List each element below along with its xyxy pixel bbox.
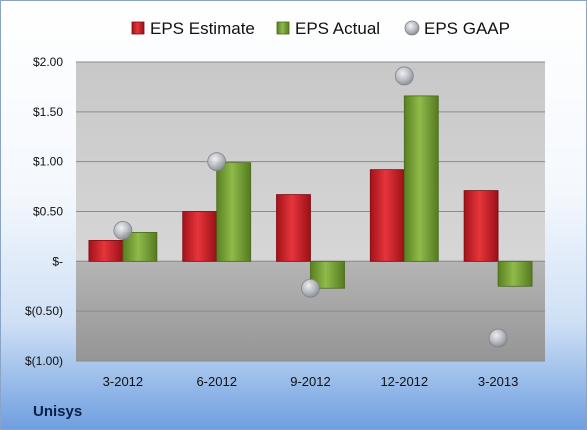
legend-label-eps-gaap: EPS GAAP <box>424 19 510 38</box>
bar-eps-estimate-3-2013 <box>463 190 499 262</box>
company-name: Unisys <box>33 403 83 420</box>
y-tick-label: $0.50 <box>33 205 63 219</box>
bar-eps-actual-6-2012 <box>216 162 252 262</box>
legend-label-eps-actual: EPS Actual <box>295 19 380 38</box>
bar-eps-actual-12-2012 <box>403 95 439 262</box>
y-tick-label: $(0.50) <box>25 304 63 318</box>
bar-eps-estimate-12-2012 <box>369 169 405 262</box>
x-tick-label: 3-2012 <box>103 374 143 389</box>
bar-eps-estimate-9-2012 <box>276 194 311 262</box>
point-eps-gaap-6-2012 <box>207 152 227 172</box>
y-tick-label: $2.00 <box>33 55 63 69</box>
legend-swatch-eps-actual <box>276 21 290 35</box>
x-tick-label: 3-2013 <box>478 374 518 389</box>
legend-swatch-eps-estimate <box>131 21 145 35</box>
bar-eps-estimate-6-2012 <box>182 211 218 262</box>
bar-eps-actual-9-2012 <box>310 260 345 289</box>
point-eps-gaap-3-2012 <box>113 221 133 240</box>
point-eps-gaap-12-2012 <box>394 66 414 86</box>
y-tick-label: $1.50 <box>33 105 63 119</box>
bar-eps-estimate-3-2012 <box>88 240 124 262</box>
y-tick-label: $1.00 <box>33 155 63 169</box>
x-tick-label: 9-2012 <box>290 374 330 389</box>
y-tick-label: $- <box>52 254 63 268</box>
legend-swatch-eps-gaap <box>404 20 420 36</box>
point-eps-gaap-9-2012 <box>301 278 320 298</box>
point-eps-gaap-3-2013 <box>488 328 508 348</box>
y-tick-label: $(1.00) <box>25 354 63 368</box>
x-tick-label: 12-2012 <box>380 374 428 389</box>
legend-label-eps-estimate: EPS Estimate <box>150 19 255 38</box>
bar-eps-actual-3-2013 <box>497 260 533 287</box>
x-tick-label: 6-2012 <box>196 374 236 389</box>
